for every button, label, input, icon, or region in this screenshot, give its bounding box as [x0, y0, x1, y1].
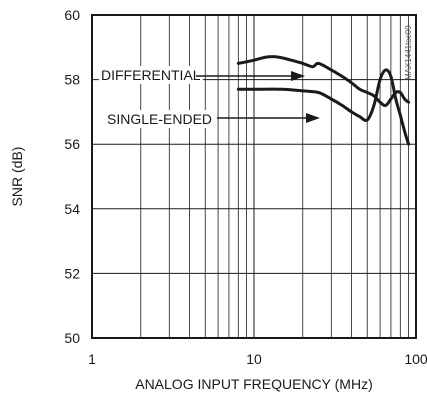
- y-tick-label: 50: [64, 330, 80, 346]
- x-axis-title: ANALOG INPUT FREQUENCY (MHz): [135, 376, 373, 392]
- y-tick-label: 54: [64, 201, 80, 217]
- x-tick-label: 100: [404, 351, 427, 367]
- annotations: DIFFERENTIAL SINGLE-ENDED: [99, 66, 320, 128]
- y-tick-label: 56: [64, 136, 80, 152]
- tick-labels: 1 10 100 50 52 54 56 58 60: [64, 7, 427, 367]
- annotation-arrowhead-single-ended: [306, 113, 320, 123]
- annotation-label-single-ended: SINGLE-ENDED: [107, 111, 212, 127]
- grid: [92, 15, 416, 338]
- y-tick-label: 58: [64, 72, 80, 88]
- y-axis-title: SNR (dB): [9, 147, 25, 207]
- plot-frame: [91, 14, 417, 339]
- annotation-arrowhead-differential: [291, 71, 305, 81]
- y-tick-label: 60: [64, 7, 80, 23]
- series-line-single-ended: [236, 68, 411, 146]
- annotation-bg-differential: [99, 66, 203, 84]
- series-layer: [236, 55, 411, 146]
- x-tick-label: 10: [246, 351, 262, 367]
- annotation-bg-single-ended: [105, 110, 215, 128]
- series-line-differential: [236, 55, 411, 107]
- y-tick-label: 52: [64, 265, 80, 281]
- x-tick-label: 1: [88, 351, 96, 367]
- figure-code-watermark: MAX1441toc09: [404, 25, 413, 80]
- annotation-label-differential: DIFFERENTIAL: [101, 67, 201, 83]
